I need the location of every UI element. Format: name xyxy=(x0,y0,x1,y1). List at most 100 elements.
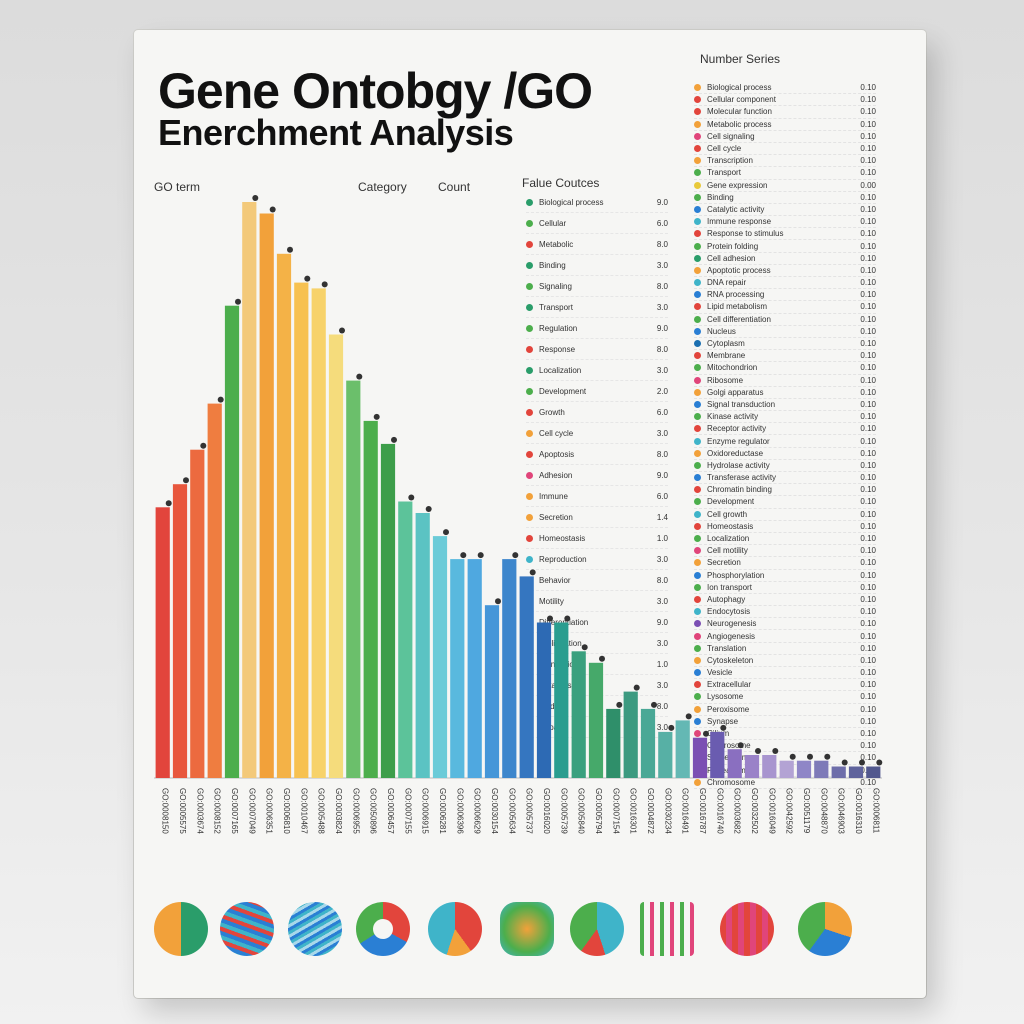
bar xyxy=(346,380,361,778)
tick-label: GO:0007154 xyxy=(611,788,620,834)
pane-dot xyxy=(526,555,533,563)
legend-entry: Golgi apparatus 0.10 xyxy=(694,387,876,399)
legend-swatch xyxy=(694,547,701,555)
bar-marker xyxy=(304,275,311,282)
legend-entry-label: Ion transport xyxy=(707,582,752,592)
pane-row: Localization 3.0 xyxy=(526,360,668,381)
bar xyxy=(848,766,864,778)
legend-entry: Homeostasis 0.10 xyxy=(694,521,876,533)
legend-entry-label: Response to stimulus xyxy=(707,229,784,239)
pane-row-value: 6.0 xyxy=(656,218,668,228)
bar xyxy=(796,760,812,778)
legend-entry-value: 0.10 xyxy=(860,253,876,263)
legend-swatch xyxy=(694,608,701,616)
legend-entry-value: 0.10 xyxy=(860,643,876,653)
legend-entry-label: Ribosome xyxy=(707,375,744,385)
bar-marker xyxy=(373,413,380,420)
tick-label: GO:0005840 xyxy=(577,788,586,834)
legend-swatch xyxy=(694,620,701,628)
pane-row: Biological process 9.0 xyxy=(526,192,668,213)
tick-label: GO:0007165 xyxy=(230,788,239,834)
legend-entry: Angiogenesis 0.10 xyxy=(694,630,876,643)
tick-label: GO:0030154 xyxy=(490,788,499,834)
legend-swatch xyxy=(694,230,701,238)
legend-entry-label: Secretion xyxy=(707,558,741,568)
tick-label: GO:0005634 xyxy=(507,788,516,834)
bar xyxy=(224,305,240,778)
legend-entry: Peroxisome 0.10 xyxy=(694,704,876,716)
legend-entry: Translation 0.10 xyxy=(694,643,876,655)
bar-marker xyxy=(165,500,172,507)
pane-row: Immune 6.0 xyxy=(526,486,668,507)
legend-entry-value: 0.10 xyxy=(860,192,876,202)
column-header-count: Count xyxy=(438,180,471,194)
bar-marker xyxy=(876,759,883,766)
legend-entry-label: Transferase activity xyxy=(707,473,777,483)
legend-swatch xyxy=(694,315,701,323)
legend-entry-value: 0.10 xyxy=(860,546,876,556)
legend-entry: Endocytosis 0.10 xyxy=(694,606,876,619)
legend-entry: Biological process 0.10 xyxy=(694,82,876,95)
legend-entry-label: Signal transduction xyxy=(707,399,776,409)
tick-label: GO:0004872 xyxy=(646,788,655,834)
pane-row-value: 8.0 xyxy=(656,575,668,585)
tick-label: GO:0006811 xyxy=(871,788,880,834)
legend-entry-label: Cell growth xyxy=(707,509,748,519)
segment-icon xyxy=(570,902,624,956)
bar xyxy=(519,576,534,778)
legend-swatch xyxy=(694,717,701,725)
pane-row-label: Behavior xyxy=(539,575,571,585)
legend-entry-value: 0.10 xyxy=(860,131,876,141)
pane-row: Metabolic 8.0 xyxy=(526,234,668,255)
legend-entry-value: 0.10 xyxy=(860,278,876,288)
legend-entry-label: Neurogenesis xyxy=(707,619,757,629)
legend-swatch xyxy=(694,705,701,713)
legend-entry-label: Immune response xyxy=(707,217,772,227)
pane-dot xyxy=(526,513,533,521)
column-header-category: Category xyxy=(358,180,407,194)
legend-swatch xyxy=(694,132,701,140)
pane-row-value: 9.0 xyxy=(656,323,668,333)
legend-entry-label: Receptor activity xyxy=(707,424,767,434)
pane-row-value: 1.0 xyxy=(656,659,668,669)
bars-icon xyxy=(640,902,694,956)
legend-entry-value: 0.10 xyxy=(860,217,876,227)
legend-entry-label: Cell differentiation xyxy=(707,314,771,324)
legend-entry-value: 0.10 xyxy=(860,168,876,178)
legend-swatch xyxy=(694,522,701,530)
legend-entry-value: 0.10 xyxy=(860,680,876,690)
legend-entry: Cell growth 0.10 xyxy=(694,509,876,521)
tick-label: GO:0016020 xyxy=(542,788,551,834)
legend-swatch xyxy=(694,632,701,640)
bar-marker xyxy=(235,298,241,305)
legend-swatch xyxy=(694,181,701,189)
legend-entry-value: 0.10 xyxy=(860,363,876,373)
pane-row: Homeostasis 1.0 xyxy=(526,528,668,549)
pane-row-value: 3.0 xyxy=(656,365,668,375)
tick-label: GO:0046903 xyxy=(837,788,846,834)
tick-label: GO:0005488 xyxy=(317,788,326,834)
pane-dot xyxy=(526,408,533,416)
legend-entry-value: 0.10 xyxy=(860,241,876,251)
tick-label: GO:0003824 xyxy=(334,788,343,834)
bar xyxy=(606,708,621,778)
pane-row-value: 3.0 xyxy=(656,260,668,270)
legend-entry: Ion transport 0.10 xyxy=(694,582,876,594)
bar xyxy=(467,559,482,778)
pane-dot xyxy=(526,240,533,248)
bar xyxy=(571,651,586,778)
tick-label: GO:0006629 xyxy=(473,788,482,834)
bar-marker xyxy=(217,396,224,403)
pane-dot xyxy=(526,429,533,437)
legend-swatch xyxy=(694,266,701,274)
texture-circle-icon xyxy=(220,902,274,956)
bar xyxy=(554,622,569,778)
legend-entry-label: Nucleus xyxy=(707,326,736,336)
legend-entry-value: 0.10 xyxy=(860,119,876,129)
pane-row-label: Development xyxy=(539,386,587,396)
legend-entry-label: Localization xyxy=(707,534,750,544)
legend-entry: Transport 0.10 xyxy=(694,167,876,180)
legend-swatch xyxy=(694,656,701,664)
pane-row: Response 8.0 xyxy=(526,339,668,360)
pane-row-label: Motility xyxy=(539,596,564,606)
